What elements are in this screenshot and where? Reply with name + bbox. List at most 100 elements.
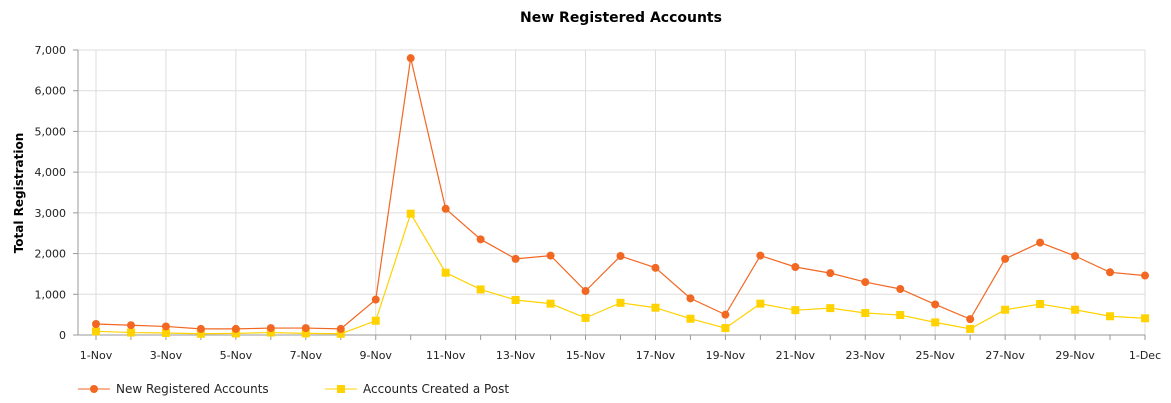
data-point: [686, 294, 695, 303]
data-point: [966, 324, 975, 333]
x-tick-label: 5-Nov: [220, 349, 253, 362]
series-line: [95, 58, 1146, 330]
square-marker-icon: [325, 385, 357, 393]
legend-label: Accounts Created a Post: [363, 382, 510, 396]
data-point: [651, 263, 660, 272]
data-point: [336, 329, 345, 338]
data-point: [301, 329, 310, 338]
data-point: [441, 268, 450, 277]
data-point: [161, 328, 170, 337]
data-point: [371, 295, 380, 304]
data-point: [231, 324, 240, 333]
data-point: [581, 313, 590, 322]
data-point: [791, 306, 800, 315]
data-point: [546, 299, 555, 308]
y-tick-label: 2,000: [35, 248, 67, 261]
x-tick-labels: 1-Nov 3-Nov 5-Nov 7-Nov 9-Nov 11-Nov 13-Nov 15-…: [80, 349, 1161, 362]
data-point: [196, 324, 205, 333]
data-point: [721, 310, 730, 319]
grid-lines: [78, 49, 1146, 336]
data-point: [651, 303, 660, 312]
y-tick-labels: 0 1,000 2,000 3,000 4,000 5,000 6,000 7,000: [35, 44, 67, 342]
x-tick-label: 1-Nov: [80, 349, 113, 362]
data-point: [92, 320, 100, 329]
data-point: [931, 318, 940, 327]
legend-item-new-registered[interactable]: New Registered Accounts: [78, 382, 269, 396]
data-point: [476, 235, 485, 244]
series-0: [92, 54, 1149, 333]
data-point: [686, 314, 695, 323]
data-point: [196, 329, 205, 338]
data-point: [1141, 271, 1149, 280]
data-point: [476, 285, 485, 294]
x-tick-label: 11-Nov: [426, 349, 466, 362]
data-point: [1141, 314, 1149, 323]
x-tick-label: 29-Nov: [1055, 349, 1095, 362]
data-point: [406, 54, 415, 63]
data-point: [1036, 300, 1045, 309]
data-point: [336, 324, 345, 333]
data-point: [511, 254, 520, 263]
x-tick-label: 13-Nov: [496, 349, 536, 362]
y-tick-label: 3,000: [35, 207, 67, 220]
x-tick-label: 21-Nov: [776, 349, 816, 362]
data-point: [826, 304, 835, 313]
legend-label: New Registered Accounts: [116, 382, 269, 396]
chart-title: New Registered Accounts: [520, 10, 722, 26]
data-point: [756, 251, 765, 260]
data-point: [826, 269, 835, 278]
data-point: [756, 299, 765, 308]
data-point: [966, 315, 975, 324]
x-tick-label: 17-Nov: [636, 349, 676, 362]
x-tick-label: 3-Nov: [150, 349, 183, 362]
data-point: [1071, 252, 1080, 261]
data-point: [92, 327, 100, 336]
data-point: [931, 300, 940, 309]
data-point: [231, 329, 240, 338]
x-tick-label: 25-Nov: [915, 349, 955, 362]
y-tick-label: 5,000: [35, 125, 67, 138]
series-1: [92, 209, 1149, 338]
data-point: [896, 311, 905, 320]
y-axis-label: Total Registration: [12, 133, 26, 254]
x-tick-label: 7-Nov: [290, 349, 323, 362]
data-point: [301, 324, 310, 333]
data-point: [1001, 305, 1010, 314]
data-point: [1106, 312, 1115, 321]
data-point: [861, 309, 870, 318]
data-point: [161, 322, 170, 331]
x-tick-label: 1-Dec: [1129, 349, 1161, 362]
y-tick-label: 6,000: [35, 85, 67, 98]
data-point: [126, 321, 135, 330]
data-point: [581, 287, 590, 296]
y-tick-label: 0: [59, 329, 66, 342]
x-tick-label: 23-Nov: [846, 349, 886, 362]
data-point: [371, 316, 380, 325]
y-tick-label: 7,000: [35, 44, 67, 57]
data-point: [546, 251, 555, 260]
legend-item-accounts-post[interactable]: Accounts Created a Post: [325, 382, 509, 396]
data-point: [1036, 238, 1045, 247]
data-point: [266, 324, 275, 333]
data-point: [896, 284, 905, 293]
data-point: [406, 209, 415, 218]
data-point: [126, 328, 135, 337]
data-point: [861, 278, 870, 287]
data-point: [791, 263, 800, 272]
series-line: [95, 212, 1146, 335]
series: [92, 54, 1149, 338]
x-tick-label: 27-Nov: [985, 349, 1025, 362]
data-point: [441, 204, 450, 213]
data-point: [616, 298, 625, 307]
data-point: [511, 295, 520, 304]
data-point: [1071, 305, 1080, 314]
data-point: [1106, 268, 1115, 277]
x-tick-label: 15-Nov: [566, 349, 606, 362]
data-point: [266, 328, 275, 337]
y-tick-label: 4,000: [35, 166, 67, 179]
data-point: [616, 252, 625, 261]
x-tick-label: 9-Nov: [360, 349, 393, 362]
axes: [73, 49, 1146, 340]
data-point: [1001, 254, 1010, 263]
